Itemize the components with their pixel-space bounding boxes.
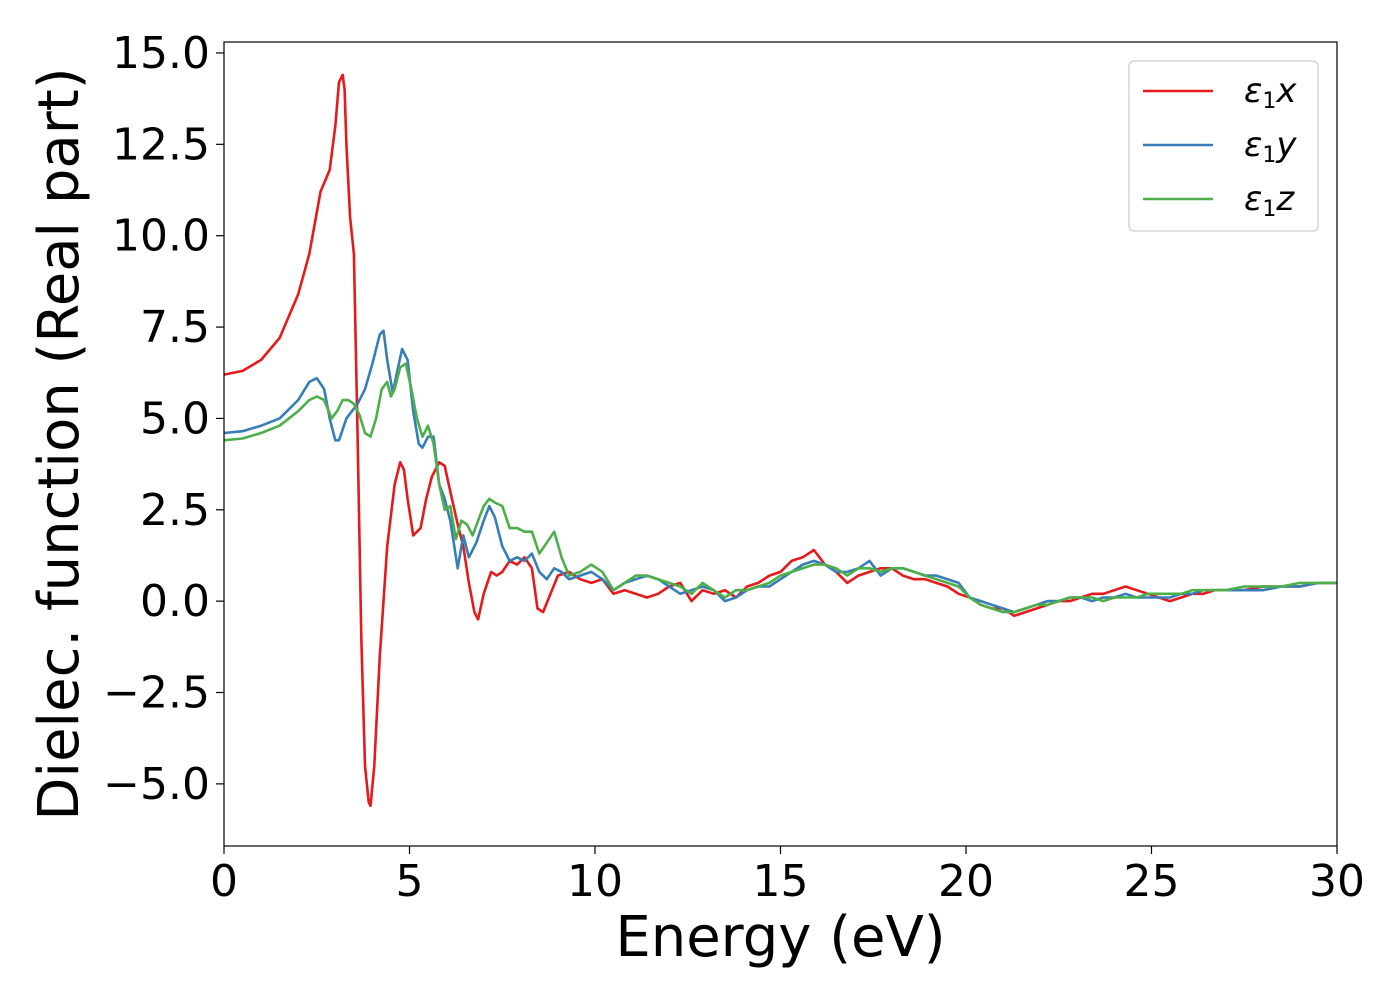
legend-entry-z: ε1z bbox=[1244, 179, 1295, 222]
x-axis-label: Energy (eV) bbox=[615, 905, 945, 970]
series-line-z bbox=[223, 362, 1337, 614]
x-tick-label: 25 bbox=[1124, 856, 1180, 907]
series-layer bbox=[223, 73, 1337, 808]
y-axis: −5.0 −2.5 0.0 2.5 5.0 7.5 10.0 12.5 15.0 bbox=[103, 28, 224, 810]
x-tick-label: 10 bbox=[567, 856, 623, 907]
x-axis: 0 5 10 15 20 25 30 bbox=[210, 846, 1365, 907]
y-tick-label: 7.5 bbox=[140, 302, 210, 353]
x-tick-label: 0 bbox=[210, 856, 238, 907]
y-tick-label: −2.5 bbox=[103, 668, 210, 719]
y-tick-label: 0.0 bbox=[140, 576, 210, 627]
y-axis-label: Dielec. function (Real part) bbox=[27, 67, 92, 820]
y-tick-label: 5.0 bbox=[140, 393, 210, 444]
legend-entry-x: ε1x bbox=[1244, 71, 1297, 114]
y-tick-label: 12.5 bbox=[112, 119, 210, 170]
y-tick-label: 10.0 bbox=[112, 211, 210, 262]
legend-box bbox=[1128, 60, 1319, 232]
legend-entry-y: ε1y bbox=[1244, 125, 1297, 168]
x-tick-label: 20 bbox=[938, 856, 994, 907]
y-tick-label: −5.0 bbox=[103, 759, 210, 810]
y-tick-label: 15.0 bbox=[112, 28, 210, 79]
legend: ε1x ε1y ε1z bbox=[1128, 60, 1319, 232]
x-tick-label: 15 bbox=[753, 856, 809, 907]
x-tick-label: 30 bbox=[1309, 856, 1365, 907]
y-tick-label: 2.5 bbox=[140, 485, 210, 536]
x-tick-label: 5 bbox=[396, 856, 424, 907]
